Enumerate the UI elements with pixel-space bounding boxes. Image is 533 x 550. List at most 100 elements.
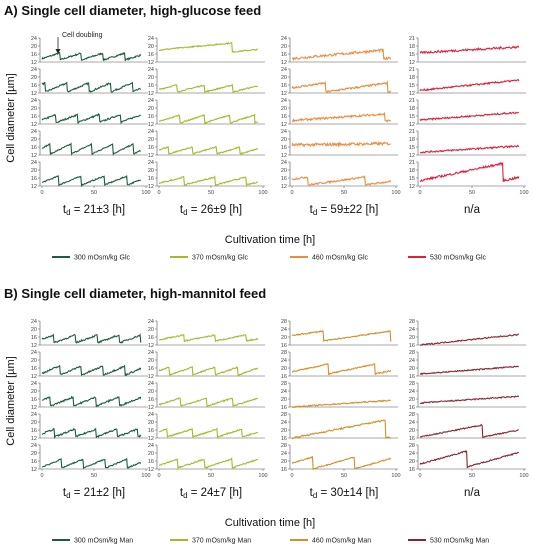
doubling-time-label: n/a [464,204,481,216]
legend: 300 mOsm/kg Glc 370 mOsm/kg Glc 460 mOsm/k… [52,255,487,262]
x-tick-label: 100 [391,190,400,196]
x-tick-label: 100 [141,190,150,196]
y-tick-label: 12 [409,153,415,159]
y-tick-label: 16 [281,52,287,58]
y-tick-label: 21 [409,160,415,166]
y-tick-label: 12 [31,467,37,473]
y-tick-label: 16 [31,145,37,151]
x-tick-label: 0 [418,473,421,479]
y-tick-label: 20 [31,358,37,364]
y-tick-label: 20 [148,327,154,333]
doubling-time-label: td = 21±3 [h] [63,204,125,217]
y-tick-label: 20 [281,106,287,112]
y-tick-label: 28 [281,350,287,356]
legend: 300 mOsm/kg Man 370 mOsm/kg Man 460 mOsm/k… [52,538,489,545]
y-tick-label: 16 [281,405,287,411]
y-tick-label: 24 [148,319,154,325]
trace-3 [291,111,391,123]
doubling-time-label: td = 59±22 [h] [310,204,379,217]
legend-label: 370 mOsm/kg Glc [192,255,249,262]
y-tick-label: 24 [31,67,37,73]
trace-2 [158,83,259,94]
y-tick-label: 24 [409,327,415,333]
x-tick-label: 0 [40,473,43,479]
y-tick-label: 20 [409,428,415,434]
y-tick-label: 20 [409,397,415,403]
trace-3 [158,113,259,125]
x-tick-label: 100 [391,473,400,479]
y-tick-label: 24 [281,98,287,104]
y-tick-label: 20 [31,327,37,333]
y-tick-label: 28 [409,443,415,449]
trace-2 [419,78,520,92]
y-tick-label: 20 [31,137,37,143]
column-460-mosm: 2824201628242016282420162824201628242016… [281,319,401,500]
y-tick-label: 16 [31,366,37,372]
y-tick-label: 16 [409,405,415,411]
y-tick-label: 12 [148,436,154,442]
y-tick-label: 16 [148,397,154,403]
y-tick-label: 16 [148,114,154,120]
y-tick-label: 12 [148,122,154,128]
y-tick-label: 12 [409,122,415,128]
trace-2 [158,365,259,377]
y-tick-label: 24 [31,412,37,418]
x-tick-label: 0 [290,473,293,479]
trace-5 [158,457,259,471]
x-tick-label: 50 [469,473,475,479]
column-460-mosm: 2420161224201612242016122420161224201612… [281,36,401,217]
y-tick-label: 16 [148,176,154,182]
trace-1 [41,51,142,62]
y-tick-label: 20 [148,420,154,426]
y-tick-label: 16 [31,335,37,341]
y-tick-label: 16 [148,335,154,341]
x-tick-label: 50 [469,190,475,196]
y-tick-label: 24 [281,160,287,166]
y-tick-label: 16 [409,467,415,473]
trace-5 [419,450,519,469]
x-tick-label: 0 [290,190,293,196]
y-tick-label: 21 [409,129,415,135]
y-tick-label: 20 [31,420,37,426]
y-tick-label: 24 [409,358,415,364]
trace-4 [291,141,392,148]
y-tick-label: 20 [281,366,287,372]
y-tick-label: 12 [148,91,154,97]
trace-1 [158,41,259,54]
y-tick-label: 20 [409,459,415,465]
y-tick-label: 16 [31,397,37,403]
y-tick-label: 20 [281,397,287,403]
y-tick-label: 12 [409,60,415,66]
panel-a: A) Single cell diameter, high-glucose fe… [4,3,529,262]
y-tick-label: 20 [148,358,154,364]
y-tick-label: 24 [281,358,287,364]
trace-3 [41,395,142,408]
y-tick-label: 16 [31,176,37,182]
y-tick-label: 16 [281,176,287,182]
x-tick-label: 0 [157,190,160,196]
y-tick-label: 24 [31,381,37,387]
y-tick-label: 16 [281,436,287,442]
column-530-mosm: 2824201628242016282420162824201628242016… [409,319,529,499]
y-tick-label: 20 [281,137,287,143]
trace-2 [291,363,392,376]
y-tick-label: 24 [281,36,287,42]
y-tick-label: 15 [409,176,415,182]
x-tick-label: 50 [208,473,214,479]
trace-3 [419,395,520,405]
trace-4 [291,419,391,440]
y-tick-label: 18 [409,137,415,143]
x-tick-label: 50 [341,473,347,479]
trace-4 [41,427,142,440]
x-tick-label: 0 [418,190,421,196]
y-tick-label: 20 [148,75,154,81]
y-tick-label: 20 [281,335,287,341]
y-tick-label: 15 [409,145,415,151]
y-tick-label: 16 [281,343,287,349]
x-tick-label: 50 [208,190,214,196]
y-tick-label: 16 [31,428,37,434]
trace-5 [158,175,258,188]
y-tick-label: 21 [409,67,415,73]
y-tick-label: 18 [409,44,415,50]
